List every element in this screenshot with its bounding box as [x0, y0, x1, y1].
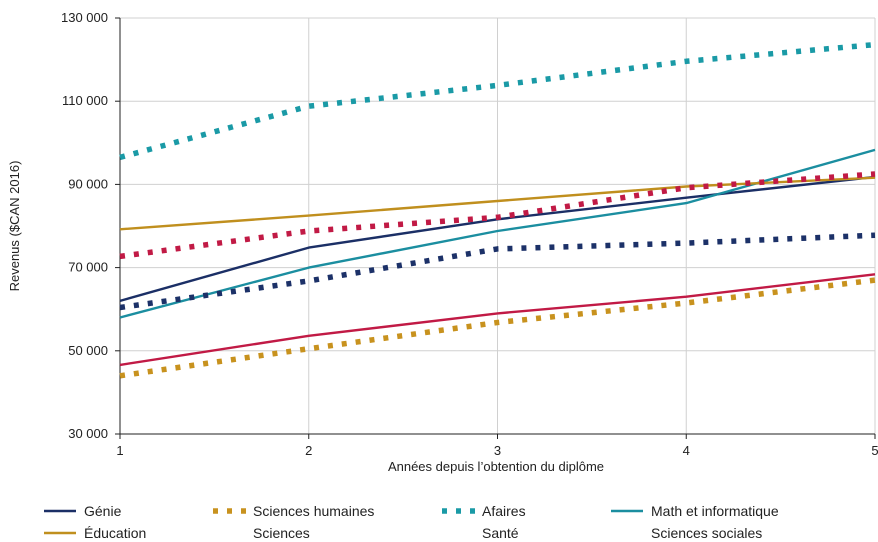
- y-tick-label: 70 000: [68, 260, 108, 275]
- legend-label-education: Éducation: [84, 525, 146, 541]
- legend-label-sante: Santé: [482, 525, 519, 541]
- x-tick-label: 2: [305, 443, 312, 458]
- x-tick-label: 3: [494, 443, 501, 458]
- x-axis-label: Années depuis l’obtention du diplôme: [388, 459, 604, 474]
- axes: [115, 17, 876, 439]
- series-line-afaires: [119, 41, 876, 161]
- x-tick-label: 4: [683, 443, 690, 458]
- legend-label-sciences: Sciences: [253, 525, 310, 541]
- legend-label-sciences-humaines: Sciences humaines: [253, 503, 374, 519]
- y-tick-label: 50 000: [68, 343, 108, 358]
- y-tick-label: 30 000: [68, 426, 108, 441]
- legend-label-afaires: Afaires: [482, 503, 526, 519]
- series-line-sante: [119, 171, 876, 260]
- series-line-sciences: [119, 232, 876, 311]
- x-tick-label: 5: [871, 443, 878, 458]
- y-tick-label: 110 000: [62, 93, 108, 108]
- grid: [120, 17, 876, 434]
- legend-label-genie: Génie: [84, 503, 122, 519]
- legend-label-math-et-informatique: Math et informatique: [651, 503, 779, 519]
- tick-labels: 30 000 50 000 70 000 90 000 110 000 130 000 1 2…: [61, 10, 878, 458]
- series-line-sciences-humaines: [119, 277, 876, 379]
- legend: Génie Sciences humaines Afaires Math et inf…: [44, 503, 779, 541]
- series-line-sciences-sociales: [119, 273, 876, 367]
- y-axis-label: Revenus ($CAN 2016): [7, 161, 22, 292]
- series-group: [119, 41, 876, 379]
- y-tick-label: 130 000: [61, 10, 108, 25]
- y-tick-label: 90 000: [68, 176, 108, 191]
- legend-label-sciences-sociales: Sciences sociales: [651, 525, 762, 541]
- x-tick-label: 1: [116, 443, 123, 458]
